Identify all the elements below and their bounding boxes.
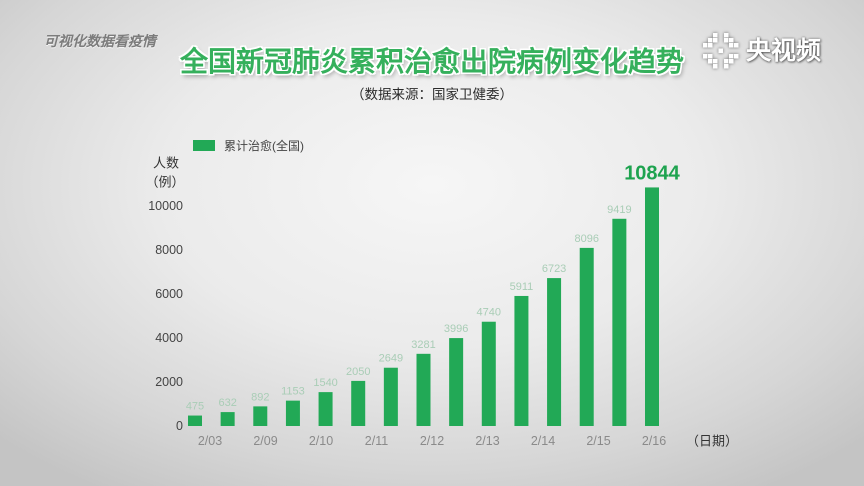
bar-value-label: 1540	[313, 377, 337, 389]
legend-swatch	[193, 140, 215, 151]
y-tick-label: 8000	[155, 243, 183, 257]
bar	[318, 392, 333, 426]
bar-value-label: 8096	[574, 233, 598, 245]
x-tick-label: 2/12	[420, 434, 444, 448]
chart-subtitle: （数据来源：国家卫健委）	[351, 87, 513, 103]
bar	[383, 367, 398, 426]
bar	[285, 400, 300, 426]
bar	[449, 338, 464, 426]
bar	[253, 406, 268, 426]
bar-value-label: 9419	[607, 204, 631, 216]
logo: 央视频	[703, 33, 821, 69]
y-tick-label: 4000	[155, 331, 183, 345]
bar-value-label-highlight: 10844	[624, 162, 680, 184]
logo-text: 央视频	[746, 36, 822, 65]
x-tick-label: 2/09	[253, 434, 277, 448]
bar-value-label: 3996	[444, 323, 468, 335]
bar	[188, 415, 202, 426]
x-tick-label: 2/10	[309, 434, 333, 448]
bar-value-label: 5911	[510, 281, 534, 293]
legend: 累计治愈(全国)	[193, 138, 304, 153]
bars	[188, 187, 659, 426]
bar-value-label: 892	[251, 391, 269, 403]
bar-value-label: 6723	[542, 263, 566, 275]
y-axis-label: 人数	[153, 156, 179, 171]
page-tag: 可视化数据看疫情	[44, 34, 156, 50]
x-tick-label: 2/16	[642, 434, 666, 448]
x-tick-label: 2/03	[198, 434, 222, 448]
x-tick-label: 2/14	[531, 434, 555, 448]
bar	[547, 278, 562, 426]
y-axis-ticks: 0 2000 4000 6000 8000 10000	[148, 199, 183, 433]
bar	[481, 321, 496, 426]
bar	[416, 353, 431, 426]
y-tick-label: 2000	[155, 375, 183, 389]
value-labels: 475 632 892 1153 1540 2050 2649 3281 3996 4740 591…	[186, 162, 681, 412]
bar-value-label: 1153	[281, 386, 305, 398]
bar	[220, 412, 235, 426]
y-tick-label: 0	[176, 419, 183, 433]
chart-title: 全国新冠肺炎累积治愈出院病例变化趋势	[179, 45, 684, 78]
bar	[612, 218, 627, 426]
bar-value-label: 2649	[379, 353, 403, 365]
bar	[579, 247, 594, 426]
x-tick-label: 2/11	[365, 434, 388, 448]
bar-value-label: 632	[218, 397, 236, 409]
video-logo-icon	[703, 33, 739, 69]
x-tick-label: 2/13	[475, 434, 499, 448]
bar	[645, 187, 659, 426]
bar-value-label: 4740	[477, 307, 501, 319]
legend-label: 累计治愈(全国)	[224, 138, 304, 153]
x-axis-ticks: 2/03 2/09 2/10 2/11 2/12 2/13 2/14 2/15 2/16	[198, 434, 666, 448]
bar-value-label: 2050	[346, 366, 370, 378]
x-axis-label: （日期）	[686, 434, 738, 449]
bar	[514, 295, 529, 426]
bar-value-label: 3281	[411, 339, 435, 351]
bar	[351, 380, 366, 426]
y-tick-label: 6000	[155, 287, 183, 301]
y-axis-unit: （例）	[145, 175, 184, 190]
y-tick-label: 10000	[148, 199, 183, 213]
x-tick-label: 2/15	[586, 434, 610, 448]
bar-value-label: 475	[186, 401, 204, 413]
